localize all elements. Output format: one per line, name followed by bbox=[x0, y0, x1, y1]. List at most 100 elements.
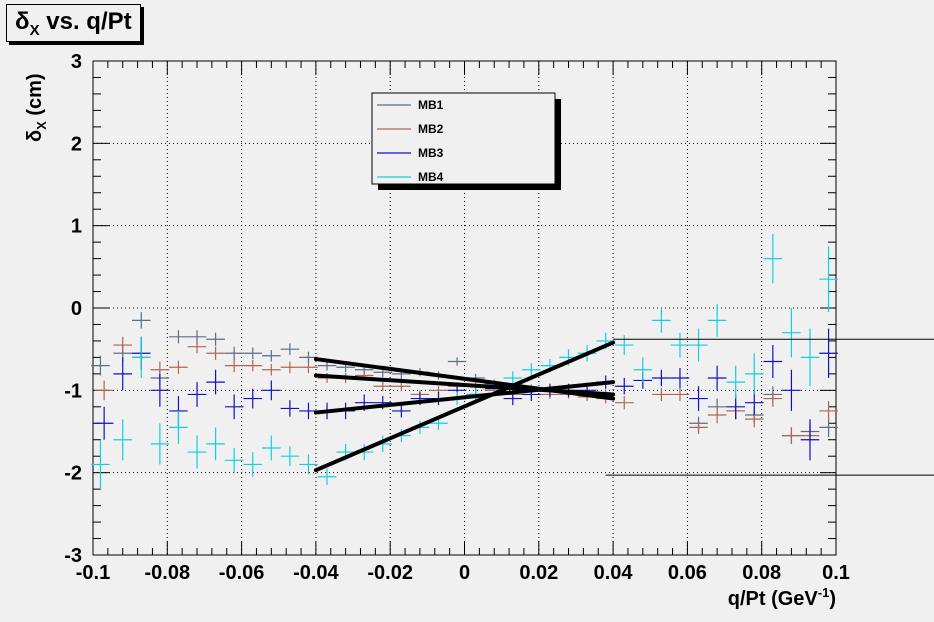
x-tick-label: -0.1 bbox=[76, 562, 110, 584]
chart-title-subscript: X bbox=[29, 21, 40, 39]
data-point bbox=[224, 447, 244, 473]
data-point bbox=[819, 246, 838, 313]
data-point bbox=[206, 369, 225, 395]
legend-label: MB1 bbox=[418, 98, 444, 112]
data-point bbox=[763, 390, 783, 407]
data-point bbox=[299, 361, 318, 374]
x-axis-label-close: ) bbox=[829, 588, 836, 610]
y-tick-label: -1 bbox=[64, 380, 82, 402]
data-point bbox=[224, 346, 244, 360]
data-point bbox=[224, 394, 244, 420]
y-tick-label: -2 bbox=[64, 463, 82, 485]
data-point bbox=[94, 380, 114, 401]
data-point bbox=[280, 343, 300, 355]
y-axis-label-subscript: X bbox=[34, 121, 49, 130]
data-point bbox=[707, 365, 727, 391]
legend-items: MB1 MB2 MB3 MB4 bbox=[377, 98, 444, 184]
data-point bbox=[262, 435, 281, 461]
legend-label: MB4 bbox=[418, 170, 444, 184]
data-point bbox=[392, 404, 411, 418]
data-point bbox=[206, 346, 225, 360]
legend-entry-MB2: MB2 bbox=[377, 122, 444, 136]
legend-label: MB3 bbox=[418, 146, 444, 160]
x-tick-label: 0.08 bbox=[742, 562, 781, 584]
data-point bbox=[782, 308, 801, 358]
data-point bbox=[819, 328, 838, 378]
data-point bbox=[243, 452, 263, 477]
chart-title: δX vs. q/Pt bbox=[6, 4, 141, 42]
x-tick-label: -0.02 bbox=[367, 562, 413, 584]
fit-line bbox=[313, 380, 616, 415]
series-MB3 bbox=[94, 328, 838, 461]
data-point bbox=[317, 468, 337, 486]
data-point bbox=[243, 347, 263, 360]
data-point bbox=[763, 345, 783, 378]
legend-box bbox=[371, 92, 556, 185]
x-tick-label: -0.08 bbox=[145, 562, 191, 584]
x-axis-label-main: q/Pt (GeV bbox=[728, 588, 819, 610]
data-point bbox=[169, 410, 188, 444]
data-point bbox=[763, 233, 783, 284]
x-tick-label: -0.06 bbox=[219, 562, 265, 584]
data-point bbox=[262, 349, 281, 362]
data-point bbox=[652, 308, 671, 333]
data-point bbox=[94, 406, 114, 440]
data-point bbox=[113, 357, 133, 391]
chart-title-rest: vs. q/Pt bbox=[39, 8, 132, 35]
y-tick-label: 2 bbox=[71, 133, 82, 155]
data-point bbox=[689, 420, 708, 434]
data-point bbox=[782, 369, 801, 411]
data-point bbox=[113, 336, 133, 354]
data-point bbox=[782, 427, 801, 444]
data-point bbox=[169, 330, 188, 344]
data-point bbox=[670, 332, 690, 358]
data-point bbox=[614, 396, 634, 410]
extension-lines bbox=[605, 338, 934, 476]
data-point bbox=[800, 328, 820, 387]
data-point bbox=[689, 386, 708, 411]
data-point bbox=[707, 303, 727, 337]
y-axis-label: δX (cm) bbox=[24, 73, 49, 142]
data-point bbox=[633, 357, 653, 383]
y-tick-label: 3 bbox=[71, 51, 82, 73]
data-point bbox=[280, 446, 300, 467]
data-point bbox=[132, 312, 151, 329]
data-point bbox=[299, 454, 318, 475]
data-point bbox=[522, 363, 541, 377]
legend-label: MB2 bbox=[418, 122, 444, 136]
data-point bbox=[503, 371, 523, 385]
x-tick-label: 0.1 bbox=[822, 562, 850, 584]
data-point bbox=[206, 427, 225, 461]
legend-entry-MB3: MB3 bbox=[377, 146, 444, 160]
x-axis-label: q/Pt (GeV-1) bbox=[728, 585, 836, 610]
legend-entry-MB4: MB4 bbox=[377, 170, 444, 184]
data-point bbox=[652, 387, 671, 402]
data-point bbox=[744, 353, 764, 395]
data-point bbox=[113, 419, 133, 461]
fit-line bbox=[313, 340, 616, 473]
data-point bbox=[299, 351, 318, 364]
y-axis-label-main: δ bbox=[24, 130, 46, 142]
data-point bbox=[150, 373, 170, 407]
data-point bbox=[670, 368, 690, 388]
data-point bbox=[299, 402, 318, 420]
data-point bbox=[91, 439, 110, 490]
data-point bbox=[652, 369, 671, 387]
axes: -0.1 -0.08 -0.06 -0.04 -0.02 0 0.02 0.04 0.06 0.0… bbox=[64, 51, 850, 584]
x-axis-label-superscript: -1 bbox=[818, 585, 830, 600]
data-point bbox=[91, 355, 110, 376]
data-point bbox=[187, 382, 207, 407]
x-tick-label: -0.04 bbox=[293, 562, 339, 584]
data-point bbox=[726, 365, 745, 399]
data-point bbox=[262, 380, 281, 401]
data-point bbox=[280, 361, 300, 374]
legend-entry-MB1: MB1 bbox=[377, 98, 444, 112]
data-point bbox=[150, 423, 170, 465]
y-tick-label: 1 bbox=[71, 216, 82, 238]
data-point bbox=[614, 335, 634, 355]
data-point bbox=[243, 359, 263, 372]
data-point bbox=[262, 363, 281, 376]
data-point bbox=[670, 387, 690, 402]
legend: MB1 MB2 MB3 MB4 bbox=[371, 92, 561, 190]
